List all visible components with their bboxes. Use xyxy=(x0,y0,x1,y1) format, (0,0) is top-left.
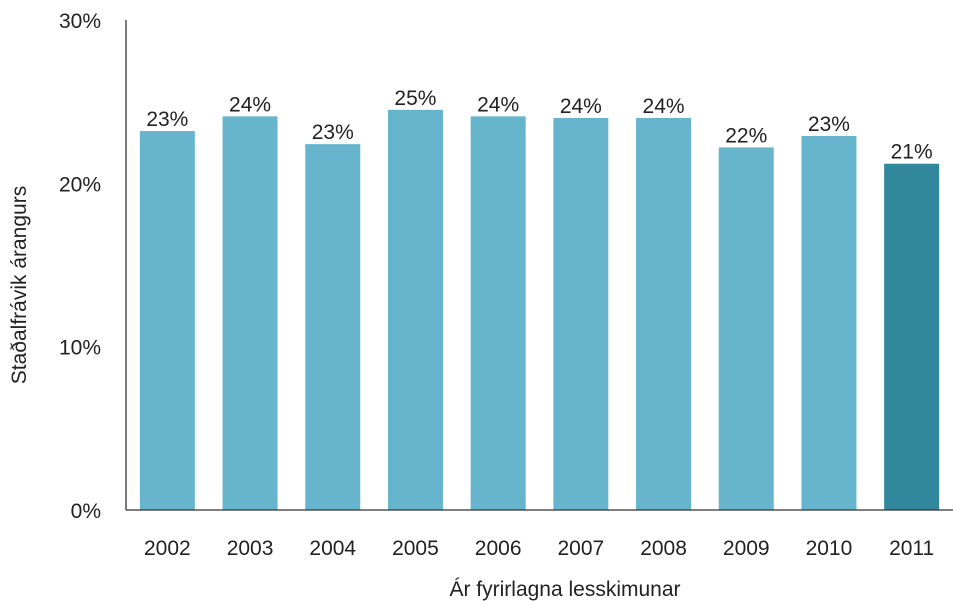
bar-2010 xyxy=(801,135,857,510)
x-tick-label: 2011 xyxy=(889,537,934,560)
data-label: 25% xyxy=(394,87,436,110)
x-tick-label: 2007 xyxy=(557,537,604,560)
data-label: 21% xyxy=(891,141,933,164)
bar-2005 xyxy=(387,109,443,510)
x-axis-categories: 2002 2003 2004 2005 2006 2007 2008 2009 2010 2011 xyxy=(144,537,934,560)
bars xyxy=(139,109,940,511)
x-axis-title: Ár fyrirlagna lesskimunar xyxy=(449,578,680,601)
x-tick-label: 2010 xyxy=(806,537,853,560)
data-label: 24% xyxy=(229,93,271,116)
data-label: 24% xyxy=(643,95,685,118)
bar-2009 xyxy=(718,147,774,510)
x-tick-label: 2004 xyxy=(309,537,356,560)
x-tick-label: 2006 xyxy=(475,537,522,560)
data-labels: 23% 24% 23% 25% 24% 24% 24% 22% 23% 21% xyxy=(146,87,932,164)
x-tick-label: 2003 xyxy=(227,537,274,560)
data-label: 23% xyxy=(808,113,850,136)
data-label: 23% xyxy=(146,108,188,131)
x-tick-label: 2002 xyxy=(144,537,191,560)
bar-2008 xyxy=(636,118,692,510)
data-label: 24% xyxy=(477,93,519,116)
x-tick-label: 2009 xyxy=(723,537,770,560)
y-tick-label: 10% xyxy=(59,337,101,360)
y-tick-label: 20% xyxy=(59,173,101,196)
bar-2003 xyxy=(222,116,278,510)
x-tick-label: 2005 xyxy=(392,537,439,560)
bar-2004 xyxy=(305,144,361,510)
y-axis-title: Staðalfrávik árangurs xyxy=(8,186,31,384)
data-label: 23% xyxy=(312,121,354,144)
y-tick-label: 0% xyxy=(71,500,101,523)
bar-2011 xyxy=(884,163,940,510)
x-tick-label: 2008 xyxy=(640,537,687,560)
data-label: 24% xyxy=(560,95,602,118)
y-axis-ticks: 0% 10% 20% 30% xyxy=(59,10,101,523)
y-tick-label: 30% xyxy=(59,10,101,33)
bar-2002 xyxy=(139,131,195,511)
bar-2006 xyxy=(470,116,526,510)
bar-2007 xyxy=(553,118,609,510)
data-label: 22% xyxy=(725,124,767,147)
